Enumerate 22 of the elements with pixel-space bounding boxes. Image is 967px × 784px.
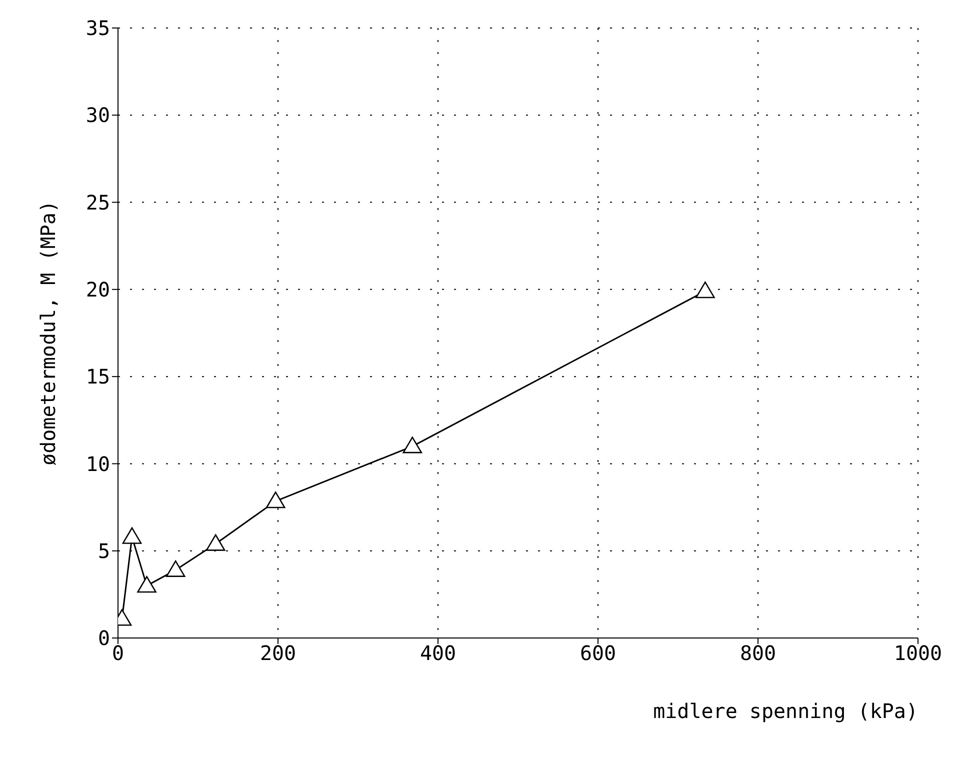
x-tick-label: 800 — [740, 641, 776, 666]
x-tick-label: 1000 — [894, 641, 942, 666]
y-tick-label: 5 — [98, 538, 110, 563]
y-tick-label: 30 — [86, 103, 110, 128]
y-tick-label: 20 — [86, 278, 110, 302]
point — [122, 527, 142, 544]
point — [166, 560, 186, 577]
y-tick-label: 10 — [86, 452, 110, 476]
point — [137, 576, 156, 593]
y-axis-title: ødometermodul, M (MPa) — [36, 200, 60, 466]
x-tick-label: 200 — [260, 641, 296, 666]
y-tick-label: 25 — [86, 190, 110, 214]
x-tick-label: 600 — [580, 641, 616, 666]
y-tick-label: 0 — [98, 626, 110, 650]
point — [206, 534, 226, 551]
y-tick-label: 35 — [86, 16, 110, 40]
point — [402, 436, 422, 454]
point — [696, 282, 715, 298]
x-axis-title: midlere spenning (kPa) — [653, 699, 918, 723]
y-tick-label: 15 — [86, 364, 110, 389]
x-tick-label: 400 — [420, 641, 456, 666]
point — [266, 492, 286, 508]
